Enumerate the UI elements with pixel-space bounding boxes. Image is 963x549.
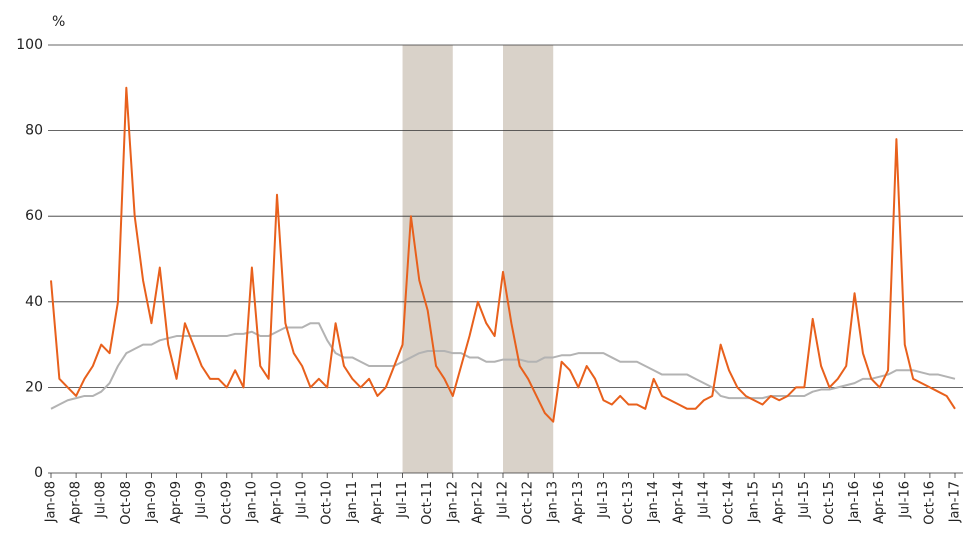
x-tick-label: Jul-11 xyxy=(395,481,410,519)
x-tick-label: Jan-13 xyxy=(546,481,561,523)
y-tick-label: 100 xyxy=(16,37,43,53)
x-tick-label: Jul-09 xyxy=(194,481,209,519)
x-tick-label: Apr-16 xyxy=(872,481,887,524)
x-tick-label: Jul-10 xyxy=(295,481,310,519)
data-line xyxy=(50,322,956,410)
x-tick-label: Oct-11 xyxy=(420,481,435,525)
x-tick-label: Jan-14 xyxy=(646,481,661,523)
shaded-period xyxy=(402,45,453,473)
x-tick-label: Jan-15 xyxy=(747,481,762,523)
x-tick-label: Oct-16 xyxy=(922,481,937,525)
y-unit-label: % xyxy=(52,14,65,30)
x-tick-label: Jul-14 xyxy=(696,481,711,519)
x-tick-label: Apr-12 xyxy=(470,481,485,524)
x-tick-label: Jan-11 xyxy=(345,481,360,523)
y-tick-label: 20 xyxy=(25,379,43,395)
y-tick-label: 0 xyxy=(34,465,43,481)
x-tick-label: Apr-14 xyxy=(671,481,686,524)
x-tick-label: Apr-11 xyxy=(370,481,385,524)
x-tick-label: Apr-15 xyxy=(772,481,787,524)
x-tick-label: Jan-08 xyxy=(44,481,59,523)
x-tick-label: Oct-14 xyxy=(722,481,737,525)
y-tick-label: 40 xyxy=(25,294,43,310)
x-tick-label: Oct-13 xyxy=(621,481,636,525)
data-line xyxy=(50,86,956,423)
x-tick-label: Jul-12 xyxy=(496,481,511,519)
x-tick-label: Apr-08 xyxy=(69,481,84,524)
x-tick-label: Jan-12 xyxy=(445,481,460,523)
x-tick-label: Jan-09 xyxy=(144,481,159,523)
x-tick-label: Oct-08 xyxy=(119,481,134,525)
x-tick-label: Jan-10 xyxy=(244,481,259,523)
x-tick-label: Oct-10 xyxy=(320,481,335,525)
x-tick-label: Oct-12 xyxy=(521,481,536,525)
x-tick-label: Apr-13 xyxy=(571,481,586,524)
x-tick-label: Oct-15 xyxy=(822,481,837,525)
x-tick-label: Jan-17 xyxy=(948,481,963,523)
x-tick-label: Oct-09 xyxy=(219,481,234,525)
x-tick-label: Jul-16 xyxy=(897,481,912,519)
x-tick-label: Apr-09 xyxy=(169,481,184,524)
y-tick-label: 60 xyxy=(25,208,43,224)
x-tick-label: Jan-16 xyxy=(847,481,862,523)
x-tick-label: Jul-15 xyxy=(797,481,812,519)
shaded-period xyxy=(503,45,554,473)
x-tick-label: Jul-13 xyxy=(596,481,611,519)
x-tick-label: Apr-10 xyxy=(270,481,285,524)
x-tick-label: Jul-08 xyxy=(94,481,109,519)
y-tick-label: 80 xyxy=(25,123,43,139)
